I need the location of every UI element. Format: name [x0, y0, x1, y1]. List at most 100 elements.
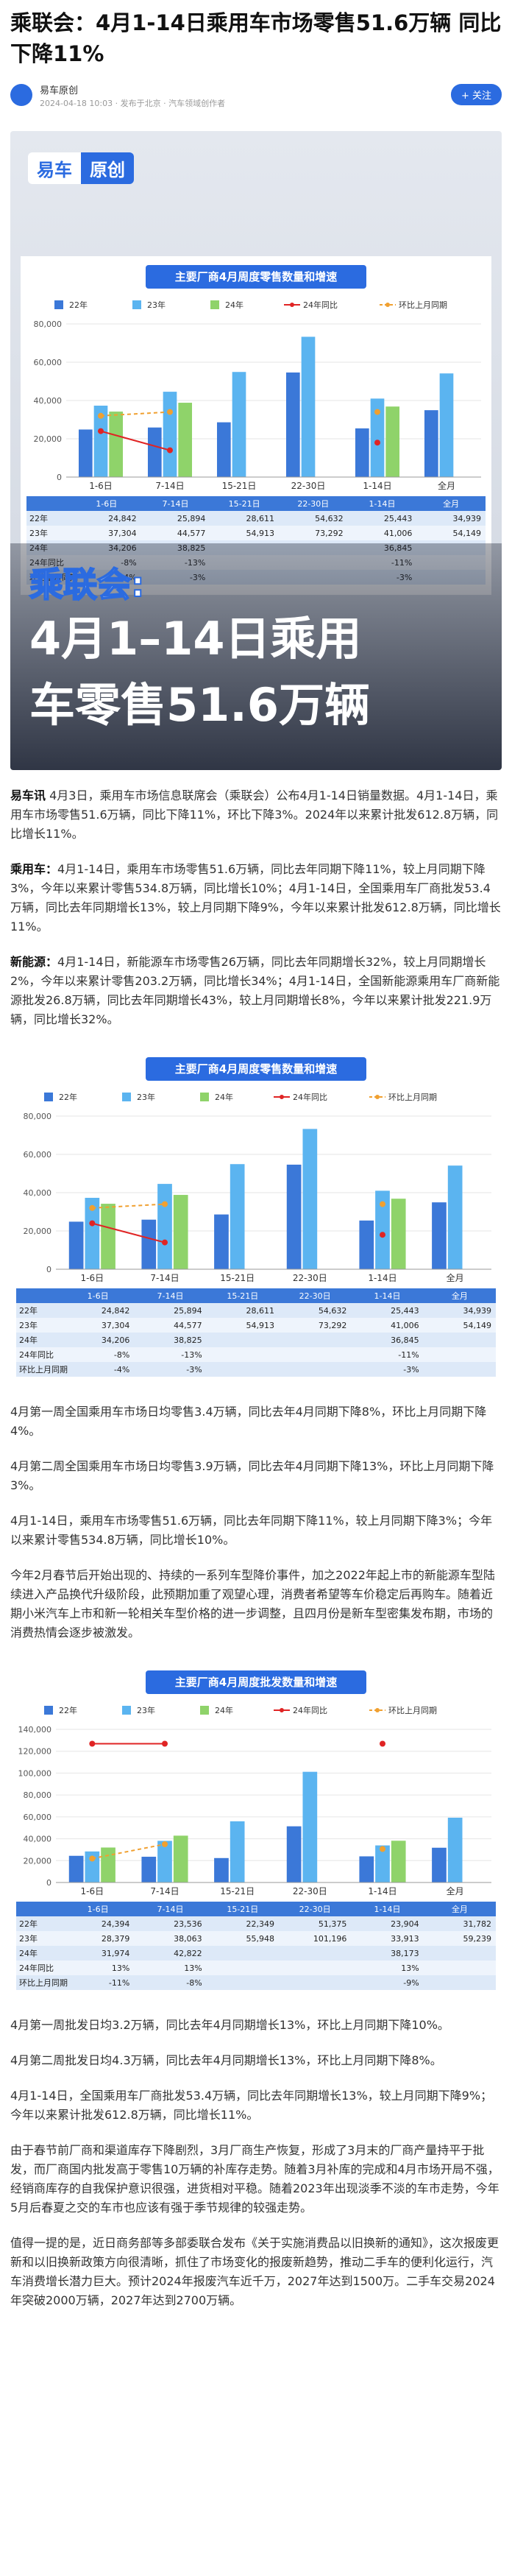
- table-cell: -11%: [398, 1350, 419, 1360]
- line-point: [162, 1841, 168, 1847]
- paragraph-text: 由于春节前厂商和渠道库存下降剧烈，3月厂商生产恢复，形成了3月末的厂商产量持平于…: [10, 2143, 499, 2215]
- legend-dot: [375, 1095, 380, 1099]
- table-cell: 54,632: [319, 1306, 347, 1316]
- table-row-bg: [16, 1975, 496, 1990]
- table-cell: 44,577: [177, 529, 206, 538]
- x-tick-label: 7-14日: [150, 1886, 179, 1896]
- bar: [285, 372, 300, 477]
- table-cell: 41,006: [391, 1321, 419, 1330]
- x-tick-label: 22-30日: [293, 1886, 327, 1896]
- line-point: [374, 440, 380, 446]
- table-row-bg: [16, 1303, 496, 1318]
- x-tick-label: 1-6日: [89, 481, 113, 491]
- table-cell: 55,948: [246, 1934, 275, 1944]
- line-point: [98, 428, 104, 434]
- x-tick-label: 全月: [447, 1272, 464, 1283]
- legend-label: 22年: [69, 300, 88, 310]
- x-tick-label: 22-30日: [293, 1273, 327, 1283]
- x-tick-label: 22-30日: [291, 481, 326, 491]
- x-tick-label: 15-21日: [222, 481, 257, 491]
- legend-label: 环比上月同期: [388, 1093, 437, 1102]
- legend-swatch: [210, 300, 219, 309]
- legend-label: 24年: [215, 1705, 233, 1715]
- table-row-bg: [16, 1931, 496, 1946]
- legend-swatch: [54, 300, 63, 309]
- bar: [101, 1847, 115, 1882]
- x-tick-label: 7-14日: [155, 481, 184, 491]
- table-cell: 38,173: [391, 1949, 419, 1958]
- table-cell: 42,822: [174, 1949, 202, 1958]
- bar: [286, 1164, 302, 1269]
- table-row-bg: [16, 1333, 496, 1347]
- table-cell: 28,379: [102, 1934, 130, 1944]
- table-row-bg: [26, 511, 486, 526]
- follow-button[interactable]: + 关注: [450, 84, 502, 105]
- table-cell: -4%: [114, 1365, 129, 1375]
- paragraph: 新能源：4月1-14日，新能源车市场零售26万辆，同比去年同期增长32%，较上月…: [10, 953, 502, 1029]
- bar: [141, 1219, 157, 1269]
- table-header: 1-6日: [88, 1905, 109, 1914]
- bar: [391, 1199, 406, 1269]
- line-point: [162, 1239, 168, 1246]
- table-header: 15-21日: [229, 499, 260, 509]
- paragraph-lead: 新能源：: [10, 955, 58, 969]
- bar: [109, 412, 124, 477]
- y-tick-label: 100,000: [18, 1768, 52, 1778]
- bar: [85, 1851, 100, 1882]
- table-cell: 13%: [112, 1963, 129, 1973]
- legend-label: 24年同比: [303, 300, 338, 310]
- y-tick-label: 20,000: [24, 1227, 52, 1236]
- legend-label: 23年: [147, 300, 166, 310]
- bar: [286, 1826, 302, 1882]
- table-header: 1-14日: [374, 1905, 401, 1914]
- author[interactable]: 易车原创: [40, 85, 79, 96]
- table-cell: 34,206: [102, 1335, 130, 1345]
- bar: [68, 1855, 84, 1882]
- bar: [370, 398, 385, 477]
- bar: [432, 1847, 447, 1882]
- tag: 原创: [81, 152, 134, 184]
- table-cell: -13%: [181, 1350, 202, 1360]
- paragraph: 4月第二周批发日均4.3万辆，同比去年4月同期增长13%，环比上月同期下降8%。: [10, 2051, 502, 2070]
- paragraph: 乘用车：4月1-14日，乘用车市场零售51.6万辆，同比去年同期下降11%，较上…: [10, 860, 502, 936]
- bar: [432, 1202, 447, 1269]
- table-cell: -8%: [114, 1350, 129, 1360]
- legend-label: 24年: [215, 1092, 233, 1102]
- table-cell: -9%: [403, 1978, 419, 1988]
- line-point: [167, 409, 173, 415]
- bar: [173, 1195, 188, 1269]
- table-header: 1-6日: [88, 1291, 109, 1301]
- legend-label: 22年: [59, 1705, 77, 1715]
- line-point: [374, 409, 380, 415]
- bar: [359, 1220, 374, 1269]
- table-row-label: 22年: [29, 513, 48, 523]
- legend-label: 环比上月同期: [388, 1706, 437, 1715]
- table-cell: 25,894: [174, 1306, 202, 1316]
- table-cell: 34,939: [453, 514, 482, 523]
- wholesale-notes: 4月第一周批发日均3.2万辆，同比去年4月同期增长13%，环比上月同期下降10%…: [0, 2016, 512, 2310]
- table-row-label: 22年: [19, 1305, 38, 1316]
- banner-image: 易车 原创 主要厂商4月周度零售数量和增速 22年 23年 24年 24年同比 环比上月同…: [10, 131, 502, 770]
- paragraph: 今年2月春节后开始出现的、持续的一系列车型降价事件，加之2022年起上市的新能源…: [10, 1566, 502, 1642]
- table-cell: 25,443: [384, 514, 413, 523]
- paragraph-lead: 乘用车：: [10, 862, 58, 876]
- table-cell: 44,577: [174, 1321, 202, 1330]
- chart-title: 主要厂商4月周度零售数量和增速: [175, 1062, 337, 1076]
- bar: [147, 427, 162, 477]
- bar: [214, 1214, 229, 1269]
- legend-swatch: [122, 1093, 131, 1101]
- table-row-bg: [16, 1347, 496, 1362]
- table-header-bg: [16, 1902, 496, 1916]
- x-tick-label: 15-21日: [220, 1273, 255, 1283]
- author-row: 易车原创 2024-04-18 10:03 · 发布于北京 · 汽车领域创作者 …: [10, 77, 502, 121]
- table-cell: 25,443: [391, 1306, 419, 1316]
- x-tick-label: 15-21日: [220, 1886, 255, 1896]
- table-cell: 13%: [401, 1963, 419, 1973]
- legend-swatch: [200, 1706, 209, 1715]
- bar: [157, 1841, 172, 1882]
- table-header: 全月: [452, 1291, 468, 1301]
- avatar[interactable]: [10, 84, 32, 106]
- legend-dot: [280, 1708, 284, 1712]
- legend-label: 24年同比: [293, 1705, 327, 1715]
- legend-swatch: [200, 1093, 209, 1101]
